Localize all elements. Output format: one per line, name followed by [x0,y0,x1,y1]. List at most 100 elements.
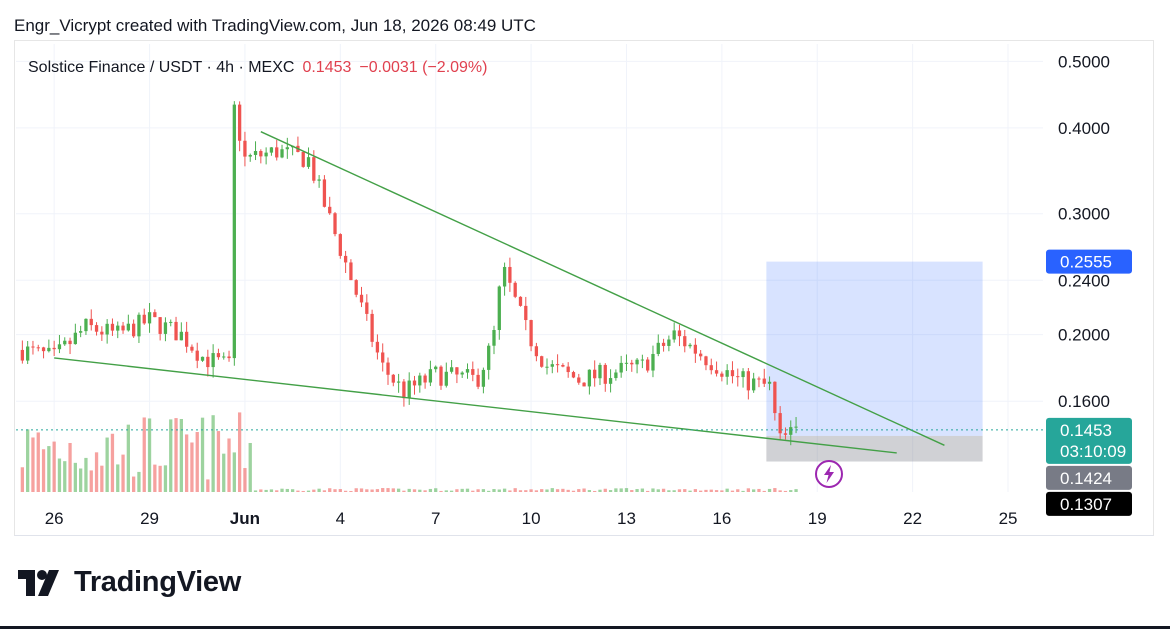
candle-body [211,353,215,368]
volume-bar [338,489,342,492]
volume-bar [497,489,501,492]
candle-body [736,376,740,378]
x-tick-label: 4 [336,509,345,528]
volume-bar [540,489,544,492]
volume-bar [407,488,411,492]
volume-bar [381,488,385,492]
candle-body [481,369,486,387]
candle-body [651,353,655,371]
price-label-target [1046,249,1132,274]
candle-body [794,426,798,428]
volume-bar [624,488,629,492]
volume-bar [449,490,454,492]
volume-bar [41,449,46,492]
volume-bars [20,412,798,492]
volume-bar [752,489,756,492]
candle-body [174,321,178,341]
volume-bar [571,490,576,492]
candle-body [587,369,592,387]
volume-bar [269,489,274,492]
candle-body [619,362,623,373]
candle-body [195,350,199,361]
candle-body [555,364,560,366]
tradingview-logo[interactable]: TradingView [18,566,241,599]
price-label-entry [1046,465,1132,490]
volume-bar [328,488,332,492]
volume-bar [317,488,321,492]
candle-body [237,104,242,141]
volume-bar [693,489,698,492]
candle-body [540,356,544,367]
volume-bar [253,490,258,492]
volume-bar [561,488,565,492]
volume-bar [333,489,337,492]
candle-body [386,362,390,375]
footer-rule [0,626,1170,629]
candle-body [158,317,162,334]
volume-bar [206,479,210,492]
volume-bar [359,488,364,492]
candle-body [608,378,613,384]
volume-bar [635,489,639,492]
volume-bar [587,490,592,492]
volume-bar [518,490,523,492]
volume-bar [656,489,660,492]
x-tick-label: Jun [230,509,260,528]
volume-bar [163,465,168,492]
candle-body [370,313,374,342]
volume-bar [375,489,380,492]
candle-body [47,347,51,352]
candle-body [487,345,491,370]
candle-body [561,364,565,367]
volume-bar [116,464,120,492]
volume-bar [264,489,268,492]
volume-bar [36,432,40,492]
candle-body [502,266,507,287]
candle-body [359,294,364,303]
volume-bar [153,464,157,492]
candle-body [656,342,660,354]
logo-wordmark: TradingView [74,566,241,598]
x-tick-label: 13 [617,509,636,528]
candle-body [529,320,533,347]
x-tick-label: 10 [522,509,541,528]
price-change: −0.0031 (−2.09%) [359,59,488,76]
volume-bar [439,490,443,492]
volume-bar [783,490,788,492]
lightning-bolt-icon[interactable] [814,459,844,489]
volume-bar [418,489,422,492]
volume-bar [677,489,682,492]
candle-body [746,371,751,391]
candle-body [566,366,570,373]
volume-bar [423,490,427,492]
volume-bar [460,488,464,492]
volume-bar [237,412,242,492]
volume-bar [577,489,581,492]
candle-body [322,179,327,207]
candle-body [418,375,422,386]
candle-body [513,282,517,297]
volume-bar [524,490,528,492]
volume-bar [471,490,475,492]
candle-body [264,152,268,157]
candle-body [614,372,618,379]
candle-body [699,353,703,357]
long-position-tool [766,261,983,462]
volume-bar [608,490,613,492]
candle-body [455,367,459,375]
candle-body [402,381,406,399]
volume-bar [529,489,533,492]
volume-bar [137,471,141,492]
volume-bar [444,490,448,492]
volume-bar [386,488,390,492]
y-tick-label: 0.2400 [1058,271,1110,290]
candle-body [333,213,337,235]
candle-body [68,340,72,345]
volume-bar [275,490,279,492]
volume-bar [248,442,252,492]
volume-bar [593,490,597,492]
volume-bar [603,488,607,492]
candle-body [524,305,528,321]
candle-body [407,380,411,399]
